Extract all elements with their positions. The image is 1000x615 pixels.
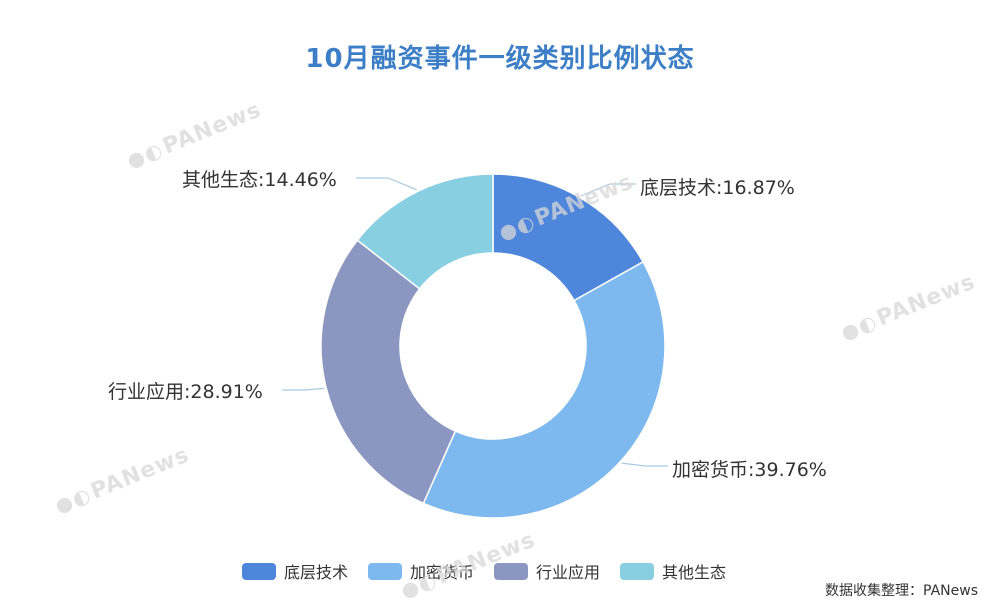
chart-legend: 底层技术 加密货币 行业应用 其他生态 bbox=[242, 558, 746, 584]
source-note: 数据收集整理：PANews bbox=[825, 583, 978, 599]
legend-item-1[interactable]: 加密货币 bbox=[368, 559, 474, 583]
leader-line-0 bbox=[580, 183, 636, 197]
legend-item-3[interactable]: 其他生态 bbox=[620, 559, 726, 583]
legend-label: 其他生态 bbox=[662, 563, 727, 582]
leader-line-2 bbox=[282, 387, 325, 391]
legend-swatch bbox=[494, 562, 529, 580]
legend-swatch bbox=[242, 562, 276, 580]
legend-label: 加密货币 bbox=[410, 563, 475, 582]
donut-slice-1[interactable] bbox=[422, 260, 666, 519]
legend-swatch bbox=[620, 562, 655, 580]
legend-item-2[interactable]: 行业应用 bbox=[494, 559, 600, 583]
leader-line-3 bbox=[356, 177, 417, 191]
leader-line-1 bbox=[621, 462, 668, 467]
legend-label: 行业应用 bbox=[536, 563, 601, 582]
slice-label-1: 加密货币:39.76% bbox=[672, 459, 827, 481]
donut-slice-2[interactable] bbox=[320, 239, 457, 505]
chart-title: 10月融资事件一级类别比例状态 bbox=[305, 44, 695, 74]
donut-slice-3[interactable] bbox=[356, 173, 494, 290]
slice-label-3: 其他生态:14.46% bbox=[182, 169, 337, 191]
legend-swatch bbox=[368, 562, 403, 580]
legend-label: 底层技术 bbox=[284, 563, 349, 582]
slice-label-2: 行业应用:28.91% bbox=[108, 381, 263, 403]
legend-item-0[interactable]: 底层技术 bbox=[242, 559, 348, 583]
slice-label-0: 底层技术:16.87% bbox=[640, 177, 795, 199]
